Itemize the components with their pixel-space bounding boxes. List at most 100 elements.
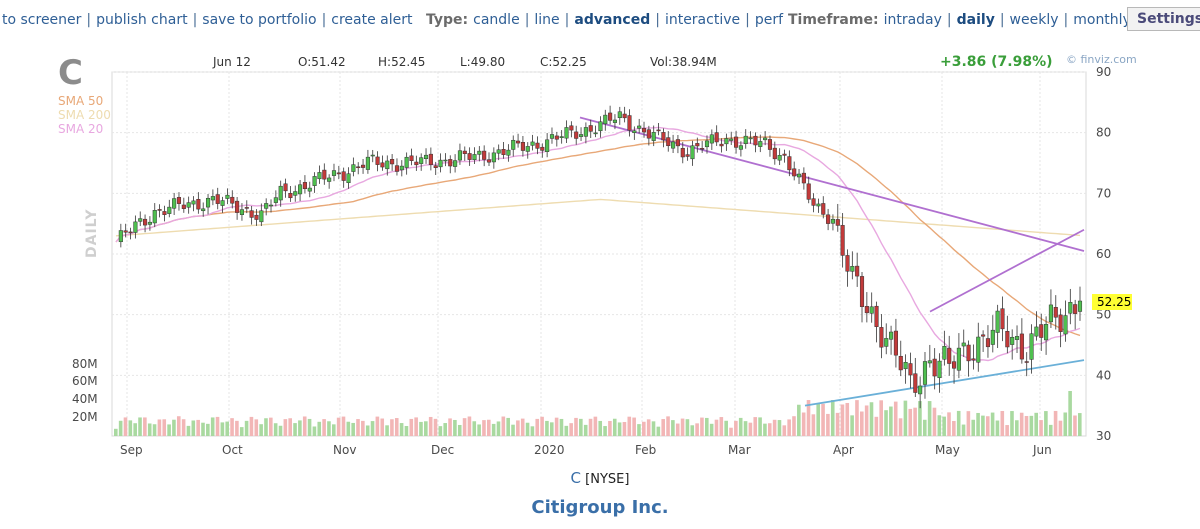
candle-body	[244, 207, 249, 209]
save-to-portfolio-link[interactable]: save to portfolio	[202, 12, 317, 28]
settings-button[interactable]: Settings	[1127, 7, 1200, 31]
price-tick-label: 30	[1096, 429, 1111, 443]
time-tick-label: Feb	[635, 443, 656, 457]
volume-bar	[390, 419, 394, 436]
candle-body	[230, 196, 235, 204]
legend-sma200: SMA 200	[58, 108, 111, 122]
candle-body	[482, 150, 487, 160]
candle-body	[176, 197, 182, 204]
volume-bar	[661, 419, 665, 436]
time-tick-label: Jun	[1032, 443, 1052, 457]
candle-body	[661, 132, 666, 141]
price-tick-label: 50	[1096, 308, 1111, 322]
volume-bar	[971, 419, 976, 436]
candle-body	[506, 149, 511, 156]
volume-bar	[593, 416, 598, 436]
type-advanced-link[interactable]: advanced	[574, 12, 651, 28]
volume-bar	[729, 427, 733, 436]
legend-sma20: SMA 20	[58, 122, 103, 136]
volume-bar	[506, 417, 510, 436]
candle-body	[336, 172, 341, 175]
volume-bar	[787, 419, 791, 436]
candle-body	[622, 113, 627, 119]
volume-bar	[215, 416, 220, 436]
volume-bar	[361, 420, 365, 436]
volume-bar	[753, 417, 758, 436]
candle-body	[835, 219, 840, 226]
timeframe-intraday-link[interactable]: intraday	[883, 12, 942, 28]
to-screener-link[interactable]: to screener	[2, 12, 82, 28]
candle-body	[564, 127, 569, 139]
candle-body	[472, 154, 477, 161]
candle-body	[293, 191, 298, 196]
volume-bar	[608, 420, 612, 436]
volume-bar	[637, 424, 641, 436]
candle-body	[312, 176, 317, 186]
candle-body	[327, 177, 332, 182]
volume-bar	[181, 419, 186, 436]
candle-body	[879, 327, 884, 348]
candle-body	[617, 111, 622, 118]
stock-chart[interactable]: 30 40 50 60 70 80 90 80M 60M 40M 20M Sep Oct Nov Dec…	[0, 0, 1200, 470]
volume-bar	[932, 407, 937, 436]
volume-bar	[772, 419, 777, 436]
candle-body	[830, 218, 835, 224]
candle-body	[264, 203, 269, 209]
timeframe-monthly-link[interactable]: monthly	[1073, 12, 1131, 28]
timeframe-label: Timeframe:	[788, 12, 879, 28]
volume-bar	[133, 423, 137, 436]
chart-toolbar: to screener | publish chart | save to portfo…	[0, 0, 1200, 42]
volume-bar	[375, 416, 380, 436]
candle-body	[559, 136, 564, 138]
candle-body	[138, 218, 143, 222]
publish-chart-link[interactable]: publish chart	[96, 12, 188, 28]
type-interactive-link[interactable]: interactive	[664, 12, 741, 28]
moving-averages	[115, 126, 1081, 362]
type-candle-link[interactable]: candle	[473, 12, 520, 28]
candle-body	[123, 230, 128, 233]
candle-body	[671, 141, 676, 149]
candle-body	[714, 132, 719, 143]
sma200-line	[115, 198, 1081, 237]
candle-body	[462, 150, 467, 154]
type-perf-link[interactable]: perf	[754, 12, 784, 28]
candle-body	[273, 197, 278, 203]
create-alert-link[interactable]: create alert	[331, 12, 413, 28]
timeframe-daily-link[interactable]: daily	[956, 12, 995, 28]
candle-body	[666, 137, 671, 147]
timeframe-weekly-link[interactable]: weekly	[1009, 12, 1059, 28]
candle-body	[302, 182, 307, 190]
volume-bar	[511, 424, 515, 436]
price-change: +3.86 (7.98%)	[940, 54, 1053, 70]
candle-body	[811, 198, 816, 206]
volume-bar	[918, 401, 922, 436]
volume-bar	[196, 419, 200, 436]
footer-symbol: C	[570, 469, 582, 487]
volume-bar	[835, 412, 840, 436]
volume-bar	[569, 423, 573, 436]
candle-body	[288, 193, 293, 199]
volume-bar	[797, 404, 801, 436]
candle-body	[511, 139, 516, 150]
volume-bar	[748, 422, 753, 436]
volume-bar	[826, 413, 830, 436]
volume-bar	[278, 425, 283, 436]
volume-bar	[482, 420, 486, 436]
close-value: C:52.25	[540, 55, 587, 69]
volume-bar	[700, 417, 704, 436]
low-value: L:49.80	[460, 55, 505, 69]
candle-body	[1077, 300, 1083, 312]
candle-body	[641, 128, 647, 133]
candle-body	[162, 211, 167, 215]
chart-type-selector: Type: candle | line | advanced | interactive | pe…	[426, 12, 783, 28]
candle-body	[540, 146, 545, 151]
candle-body	[448, 159, 453, 167]
candle-body	[423, 154, 429, 160]
trendline-blue	[804, 359, 1085, 407]
volume-bar	[709, 423, 714, 436]
volume-bar	[545, 420, 549, 436]
volume-value: Vol:38.94M	[650, 55, 717, 69]
candle-body	[1048, 304, 1053, 323]
volume-bar	[201, 422, 205, 436]
type-line-link[interactable]: line	[534, 12, 560, 28]
